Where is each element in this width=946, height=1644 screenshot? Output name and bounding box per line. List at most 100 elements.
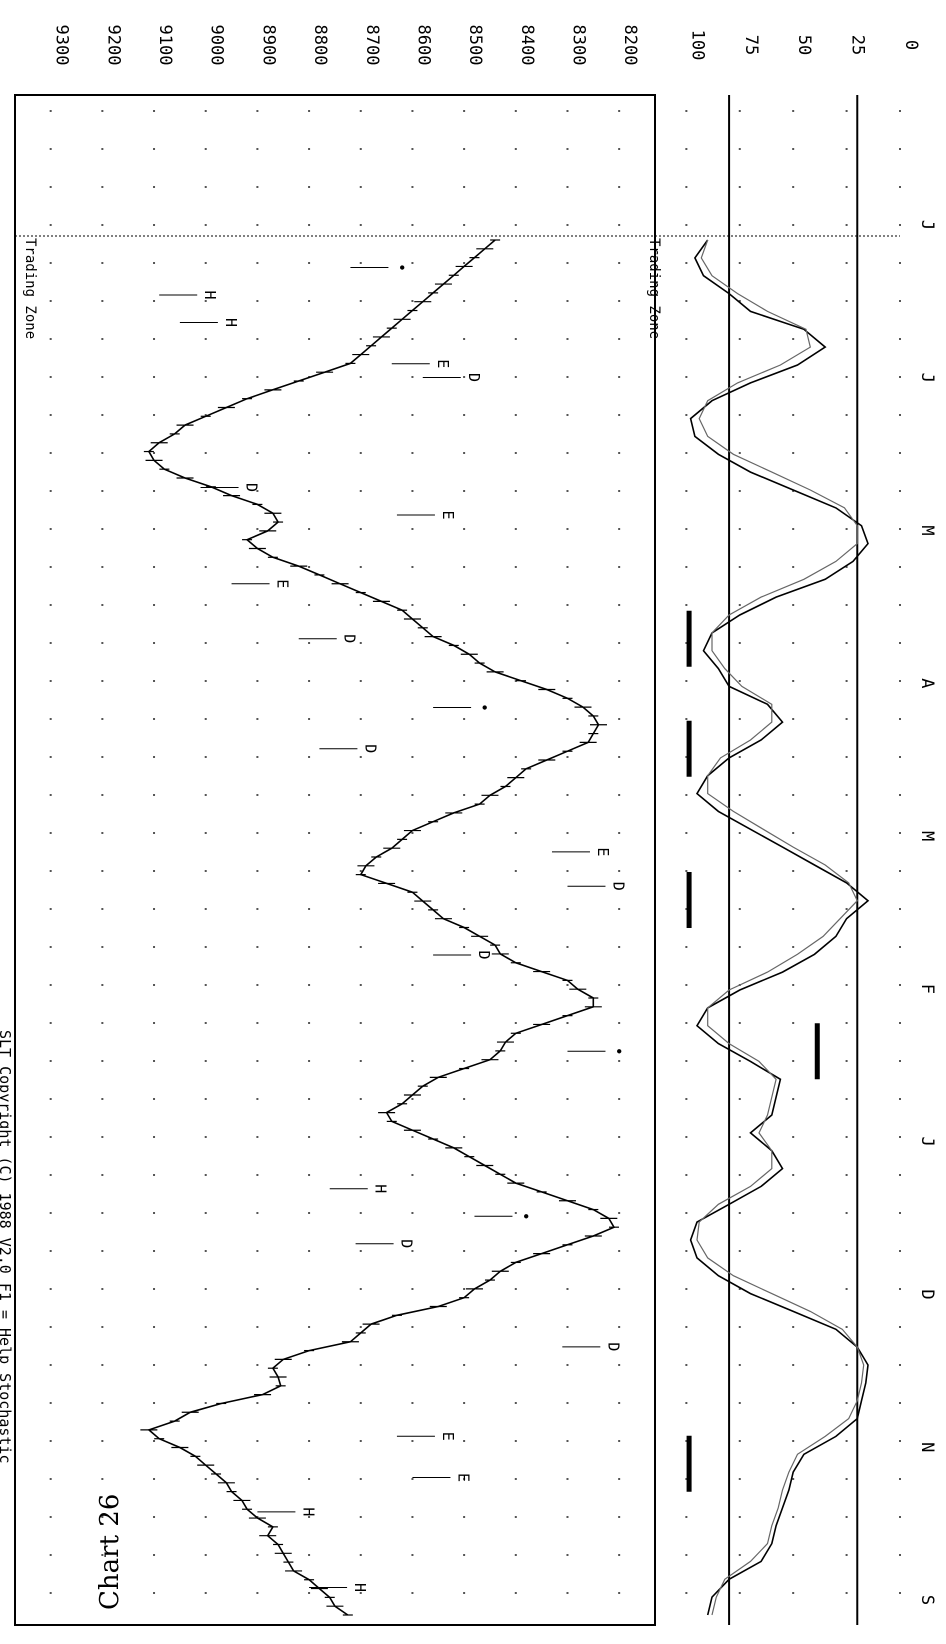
grid-dot [308,1592,311,1594]
grid-dot [49,1402,52,1404]
grid-dot [359,680,362,682]
grid-dot [566,946,569,948]
grid-dot [845,1098,848,1100]
annotation-label: D [361,744,379,753]
grid-dot [618,680,621,682]
price-tick-label: 9000 [207,25,227,66]
grid-dot [899,1174,901,1176]
grid-dot [463,1098,466,1100]
grid-dot [204,1326,207,1328]
grid-dot [463,528,466,530]
price-tick-label: 8300 [568,25,588,66]
grid-dot [566,1174,569,1176]
grid-dot [566,1402,569,1404]
grid-dot [792,566,795,568]
grid-dot [204,1288,207,1290]
grid-dot [792,908,795,910]
grid-dot [204,1250,207,1252]
grid-dot [204,566,207,568]
grid-dot [685,1136,688,1138]
grid-dot [204,1022,207,1024]
grid-dot [256,262,259,264]
grid-dot [204,1440,207,1442]
grid-dot [899,1136,901,1138]
grid-dot [101,1022,104,1024]
grid-dot [514,870,517,872]
grid-dot [685,1478,688,1480]
grid-dot [899,376,901,378]
grid-dot [618,528,621,530]
grid-dot [899,870,901,872]
grid-dot [256,1402,259,1404]
grid-dot [566,680,569,682]
price-tick-label: 8600 [413,25,433,66]
grid-dot [845,870,848,872]
grid-dot [256,1250,259,1252]
grid-dot [153,528,156,530]
grid-dot [899,1022,901,1024]
grid-dot [845,1022,848,1024]
price-tick-label: 8800 [310,25,330,66]
grid-dot [685,224,688,226]
grid-dot [463,300,466,302]
grid-dot [359,186,362,188]
grid-dot [153,110,156,112]
grid-dot [899,186,901,188]
grid-dot [899,1554,901,1556]
grid-dot [899,1478,901,1480]
grid-dot [738,262,741,264]
grid-dot [514,984,517,986]
grid-dot [463,148,466,150]
grid-dot [792,262,795,264]
grid-dot [359,262,362,264]
grid-dot [845,490,848,492]
grid-dot [308,794,311,796]
grid-dot [204,452,207,454]
grid-dot [738,1250,741,1252]
grid-dot [618,1364,621,1366]
grid-dot [899,1592,901,1594]
grid-dot [618,1516,621,1518]
grid-dot [204,1592,207,1594]
grid-dot [308,1478,311,1480]
grid-dot [618,870,621,872]
grid-dot [685,794,688,796]
grid-dot [792,756,795,758]
grid-dot [101,794,104,796]
price-tick-label: 9200 [103,25,123,66]
grid-dot [738,794,741,796]
grid-dot [514,642,517,644]
grid-dot [204,1174,207,1176]
grid-dot [618,1250,621,1252]
price-tick-label: 8400 [517,25,537,66]
grid-dot [308,604,311,606]
annotation-label: H [351,1583,369,1592]
grid-dot [359,1098,362,1100]
grid-dot [514,490,517,492]
grid-dot [618,1060,621,1062]
month-tick-label: F [917,984,937,994]
grid-dot [845,1136,848,1138]
grid-dot [566,1098,569,1100]
grid-dot [256,908,259,910]
grid-dot [899,452,901,454]
grid-dot [463,452,466,454]
grid-dot [463,262,466,264]
grid-dot [618,376,621,378]
price-tick-label: 9300 [52,25,72,66]
annotation-label: D [604,1342,622,1351]
grid-dot [359,642,362,644]
grid-dot [566,1440,569,1442]
grid-dot [49,1592,52,1594]
grid-dot [49,718,52,720]
grid-dot [845,604,848,606]
grid-dot [899,1288,901,1290]
grid-dot [463,414,466,416]
grid-dot [308,1326,311,1328]
grid-dot [359,224,362,226]
grid-dot [256,794,259,796]
grid-dot [411,1098,414,1100]
grid-dot [359,832,362,834]
grid-dot [618,110,621,112]
grid-dot [463,224,466,226]
